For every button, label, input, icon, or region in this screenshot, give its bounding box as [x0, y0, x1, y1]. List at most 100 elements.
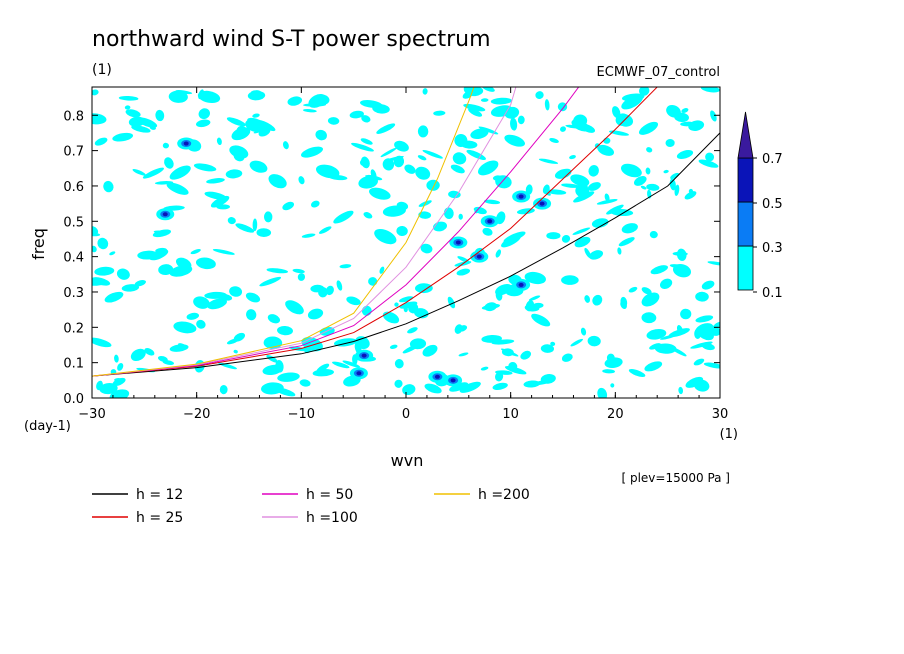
y-axis-label: freq [29, 228, 48, 260]
contour-blob [535, 91, 544, 100]
contour-blob [229, 286, 243, 297]
contour-blob [368, 277, 378, 286]
contour-blob [233, 349, 238, 354]
contour-blob [346, 296, 361, 306]
contour-blob [503, 231, 526, 243]
contour-blob [620, 163, 642, 178]
contour-blob [216, 204, 230, 210]
contour-blob [678, 386, 684, 395]
contour-blob [504, 134, 525, 147]
contour-blob [670, 172, 680, 180]
y-tick-label: 0.0 [63, 392, 84, 407]
contour-blob [92, 89, 99, 96]
contour-blob [333, 210, 354, 224]
contour-blob [666, 104, 681, 118]
contour-blob [470, 128, 489, 139]
contour-blob [561, 235, 571, 243]
contour-blob [649, 230, 658, 239]
contour-blob [158, 264, 174, 276]
contour-blob [422, 150, 443, 159]
contour-blob [458, 213, 463, 220]
contour-blob [510, 117, 518, 131]
contour-blob [266, 355, 278, 363]
contour-blob [524, 304, 540, 312]
contour-blob [680, 121, 695, 127]
y-axis-unit: (day-1) [24, 419, 71, 434]
contour-blob [162, 142, 169, 149]
contour-blob [554, 168, 572, 179]
contour-blob-high [356, 371, 362, 376]
contour-blob [450, 164, 465, 174]
contour-blob [596, 198, 618, 205]
contour-blob [247, 117, 264, 127]
y-tick-label: 0.8 [63, 109, 84, 124]
contour-blob [700, 87, 720, 93]
contour-blob [396, 225, 408, 237]
contour-blob [339, 264, 352, 269]
contour-blob [621, 94, 643, 110]
contour-blob [701, 342, 715, 351]
contour-blob [235, 223, 255, 233]
contour-blob [144, 348, 155, 356]
contour-blob-high [434, 374, 440, 379]
contour-blob [703, 362, 720, 369]
contour-blob [121, 284, 140, 292]
contour-blob [245, 292, 261, 303]
contour-blob [297, 273, 306, 281]
y-tick-label: 0.7 [63, 145, 84, 160]
contour-blob [550, 341, 556, 347]
contour-blob [134, 280, 147, 287]
contour-blob [480, 366, 489, 371]
title-unit: (1) [92, 62, 112, 78]
contour-blob [693, 358, 705, 366]
contour-blob [463, 103, 486, 112]
contour-blob [561, 183, 580, 188]
contour-blob [569, 155, 576, 160]
contour-blob [468, 108, 483, 117]
contour-blob [639, 87, 650, 96]
contour-blob [610, 383, 615, 388]
contour-blob [342, 360, 361, 368]
contour-blob [587, 335, 601, 347]
contour-blob [417, 125, 429, 138]
contour-blob [634, 175, 647, 186]
x-axis: −30 −20 −10 0 10 20 30 [78, 87, 728, 422]
x-tick-label: 10 [502, 407, 519, 422]
contour-blob [301, 233, 316, 238]
contour-blob [92, 113, 107, 125]
contour-blob [480, 98, 489, 102]
contour-blob [300, 146, 324, 158]
dispersion-curve [92, 87, 580, 377]
contour-blob [195, 119, 211, 128]
colorbar-label: 0.7 [762, 152, 783, 167]
contour-blob [225, 169, 243, 179]
contour-blob-high [183, 141, 189, 146]
contour-blob [495, 283, 512, 296]
contour-blob [452, 152, 467, 165]
contour-blob-high [476, 254, 482, 259]
contour-blob [646, 328, 667, 340]
contour-blob-high [455, 240, 461, 245]
contour-blob [684, 191, 697, 200]
contour-blob [233, 151, 245, 162]
contour-blob [463, 87, 479, 97]
contour-blob [646, 183, 660, 191]
contour-blob [315, 94, 330, 105]
contour-blob [256, 228, 272, 238]
contour-blob [104, 291, 124, 303]
contour-blob [663, 169, 669, 174]
contour-blob [263, 211, 273, 223]
contour-blob [226, 338, 239, 345]
contour-fill-layer [92, 87, 720, 398]
x-axis-label: wvn [391, 451, 424, 470]
contour-blob [542, 184, 550, 195]
contour-blob [573, 114, 588, 128]
contour-blob [382, 311, 400, 324]
contour-blob [561, 353, 573, 362]
contour-blob [707, 261, 720, 266]
contour-blob [606, 204, 624, 215]
contour-blob [394, 359, 404, 369]
contour-blob [561, 275, 579, 285]
contour-blob [433, 110, 446, 116]
contour-blob [420, 243, 433, 254]
